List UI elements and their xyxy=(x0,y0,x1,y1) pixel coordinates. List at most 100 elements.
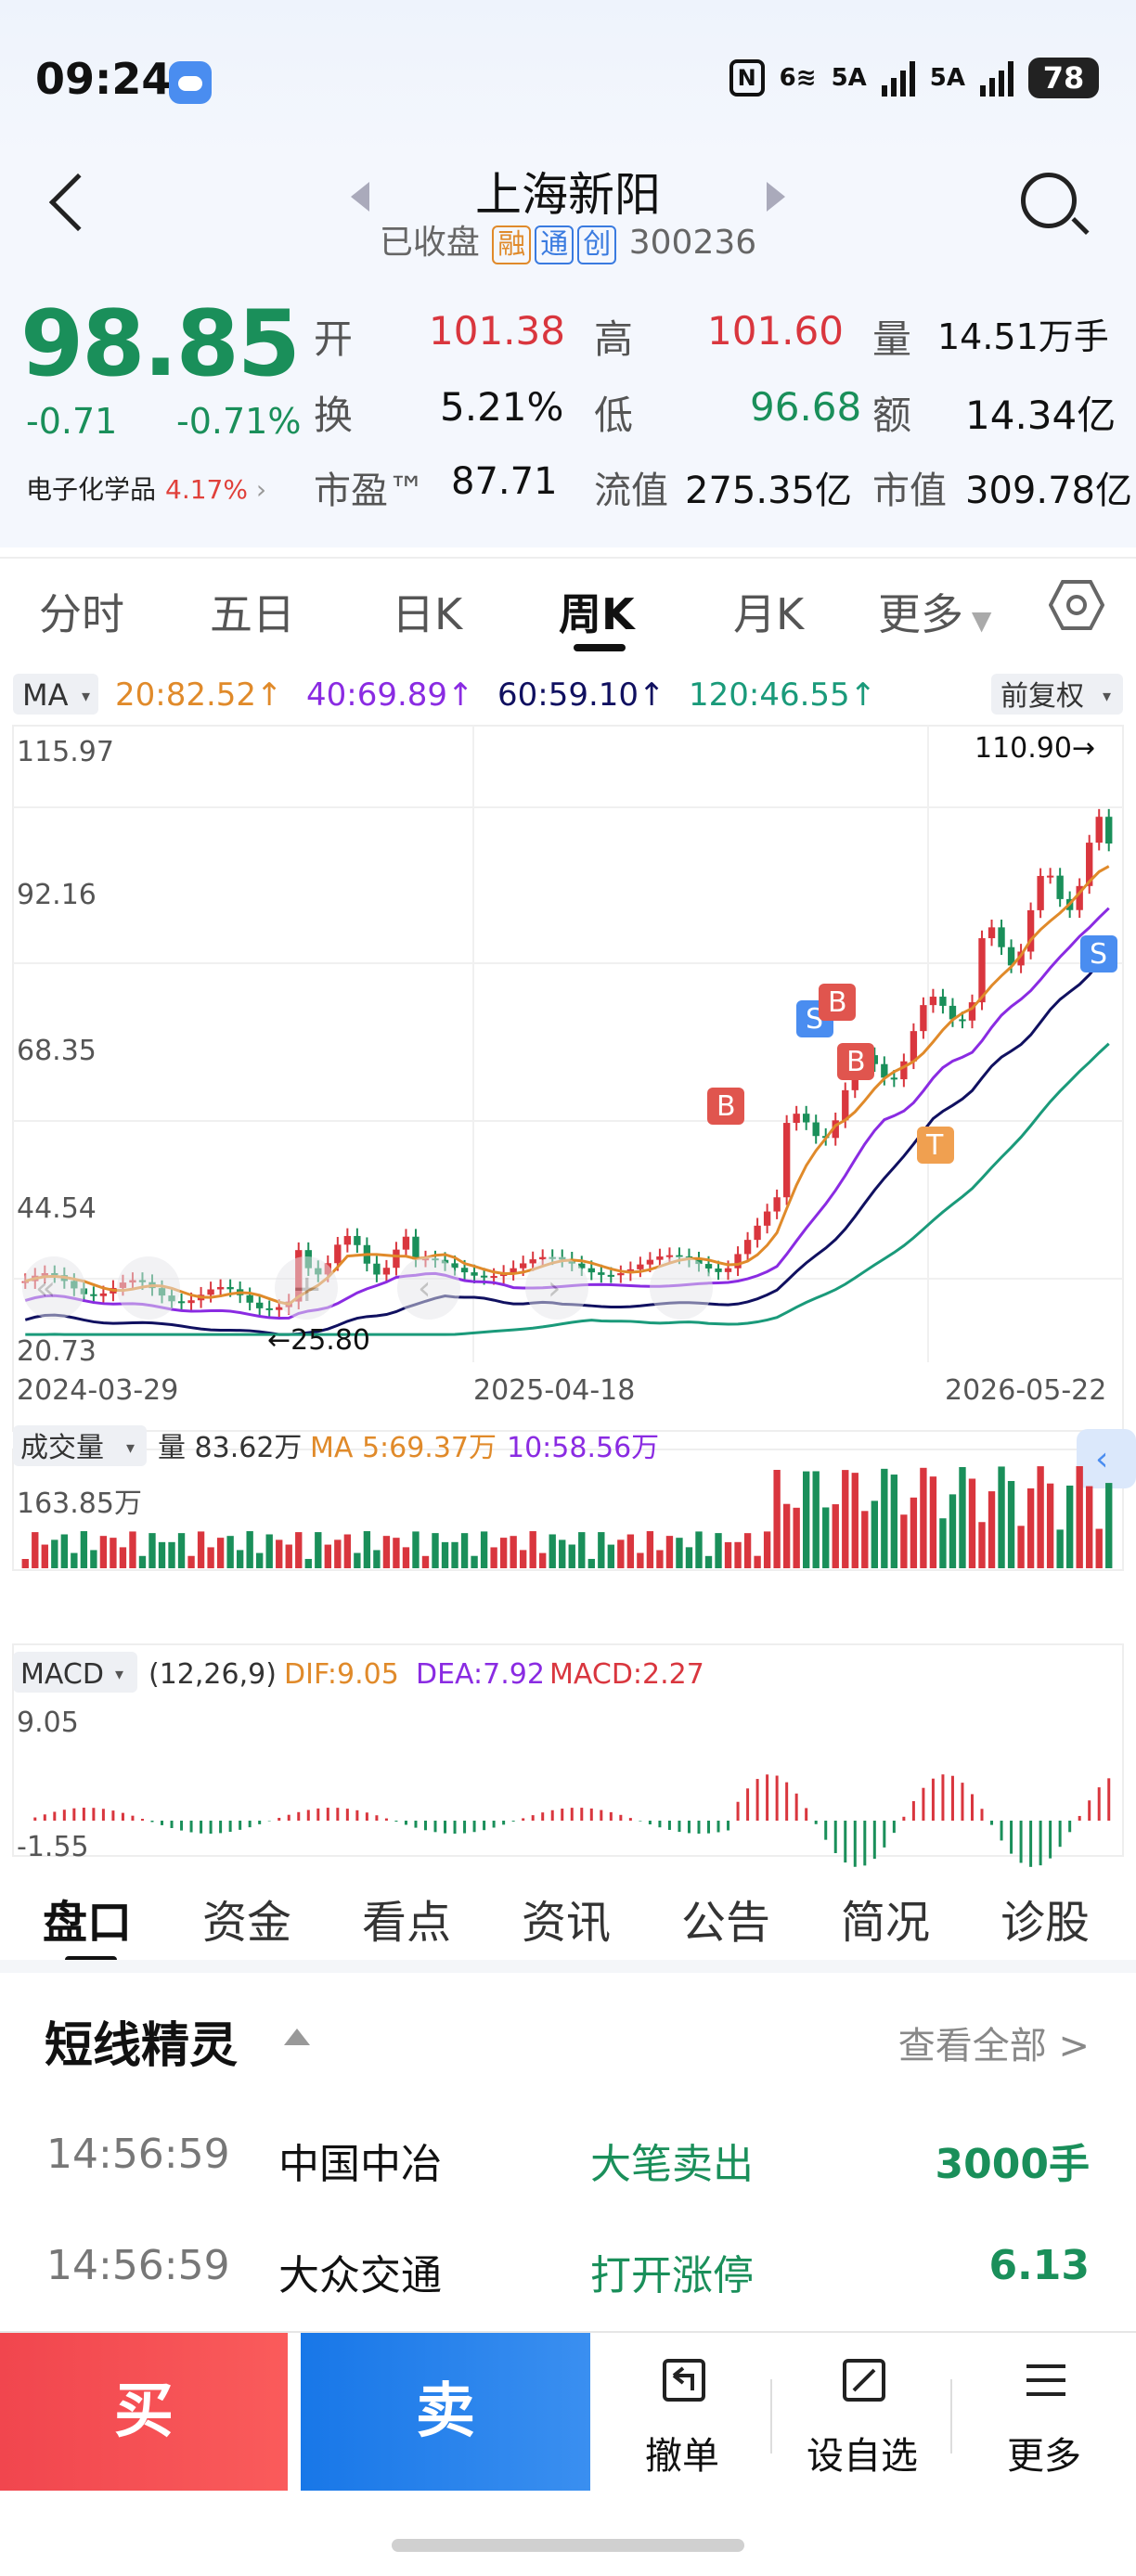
tab-weekly-k[interactable]: 周K xyxy=(559,589,635,639)
kline-chart-area[interactable]: MA ▾ 20:82.52↑ 40:69.89↑ 60:59.10↑ 120:4… xyxy=(0,661,1136,1867)
tab-highlights[interactable]: 看点 xyxy=(362,1897,452,1949)
volume-bar xyxy=(803,1471,810,1568)
macd-bar xyxy=(1029,1821,1033,1867)
x-tick-3: 2026-05-22 xyxy=(945,1374,1106,1407)
sell-button[interactable]: 卖 xyxy=(301,2333,590,2491)
volume-bar xyxy=(676,1538,683,1568)
macd-bar xyxy=(775,1775,779,1821)
volume-bar xyxy=(559,1539,566,1568)
ma-selector[interactable] xyxy=(13,674,98,715)
macd-bar xyxy=(863,1821,867,1866)
volume-bar xyxy=(568,1544,575,1568)
candle-body xyxy=(646,1259,654,1265)
kline-chart-svg[interactable]: MA ▾ 20:82.52↑ 40:69.89↑ 60:59.10↑ 120:4… xyxy=(0,661,1136,1867)
signal-marker-t1[interactable]: T xyxy=(917,1127,954,1164)
connect-tag: 通 xyxy=(535,225,574,264)
macd-bar xyxy=(727,1821,730,1831)
candle-body xyxy=(724,1268,732,1272)
volume-bar xyxy=(626,1534,635,1568)
macd-bar xyxy=(531,1815,535,1821)
macd-bar xyxy=(814,1821,818,1824)
candle-body xyxy=(460,1268,469,1273)
signal-marker-b2[interactable]: B xyxy=(819,984,856,1021)
volume-bar xyxy=(32,1532,39,1568)
prev-stock-icon[interactable] xyxy=(351,182,369,212)
tab-intraday[interactable]: 分时 xyxy=(39,589,124,639)
macd-bar xyxy=(200,1821,203,1834)
candle-body xyxy=(216,1286,225,1290)
add-watchlist-button[interactable]: 设自选 xyxy=(774,2333,950,2491)
candle-body xyxy=(910,1031,918,1062)
fullscreen-icon[interactable] xyxy=(650,1256,713,1320)
volume-selector[interactable] xyxy=(13,1425,147,1466)
svg-text:‹: ‹ xyxy=(418,1269,431,1307)
collapse-caret-icon[interactable] xyxy=(284,2029,310,2045)
buy-button[interactable]: 买 xyxy=(0,2333,288,2491)
candle-body xyxy=(656,1256,664,1260)
high-label: 高 xyxy=(594,316,634,362)
tab-handicap[interactable]: 盘口 xyxy=(43,1897,133,1949)
volume-bar xyxy=(490,1547,497,1568)
turnover-value: 5.21% xyxy=(440,384,564,430)
signal-b1-label: B xyxy=(716,1090,736,1123)
macd-bar xyxy=(219,1821,223,1834)
view-all-link[interactable]: 查看全部 > xyxy=(897,2025,1090,2067)
volume-bar xyxy=(41,1544,48,1568)
macd-bar xyxy=(101,1809,105,1821)
adjust-selector[interactable] xyxy=(991,674,1123,715)
scroll-right-icon[interactable] xyxy=(525,1256,588,1320)
volume-bar xyxy=(773,1469,781,1568)
macd-bar xyxy=(1088,1800,1091,1821)
scroll-left-fast-icon[interactable] xyxy=(22,1256,85,1320)
tab-profile[interactable]: 简况 xyxy=(841,1897,931,1949)
settings-hexagon-icon[interactable] xyxy=(1049,579,1104,631)
tab-five-day[interactable]: 五日 xyxy=(210,589,295,639)
spirit-row[interactable]: 14:56:59 中国中冶 大笔卖出 3000手 xyxy=(0,2106,1136,2209)
spirit-row[interactable]: 14:56:59 大众交通 打开涨停 6.13 xyxy=(0,2218,1136,2320)
macd-bar xyxy=(766,1774,769,1821)
candle-body xyxy=(1007,947,1015,966)
zoom-out-icon[interactable] xyxy=(117,1256,180,1320)
volume-bar xyxy=(832,1504,839,1568)
tab-diagnosis[interactable]: 诊股 xyxy=(1000,1897,1091,1949)
candle-body xyxy=(382,1268,391,1275)
tab-news[interactable]: 资讯 xyxy=(522,1897,612,1949)
candle-body xyxy=(949,1005,957,1020)
volume-bar xyxy=(968,1478,976,1568)
candle-body xyxy=(812,1122,820,1137)
tab-daily-k[interactable]: 日K xyxy=(392,589,463,639)
margin-tag: 融 xyxy=(492,225,532,264)
signal-marker-b1[interactable]: B xyxy=(707,1088,744,1125)
signal-marker-b3[interactable]: B xyxy=(837,1043,874,1080)
tab-funds[interactable]: 资金 xyxy=(202,1897,292,1949)
scroll-left-icon[interactable] xyxy=(397,1256,460,1320)
candle-body xyxy=(226,1286,234,1290)
spirit-value: 6.13 xyxy=(988,2242,1090,2289)
macd-bar xyxy=(697,1821,701,1834)
macd-bar xyxy=(716,1821,720,1833)
vol-label: 量 xyxy=(872,316,912,362)
tab-announcements[interactable]: 公告 xyxy=(681,1897,771,1949)
spirit-stock: 中国中冶 xyxy=(278,2141,442,2188)
search-icon[interactable] xyxy=(1021,173,1077,228)
cancel-order-button[interactable]: 撤单 xyxy=(594,2333,770,2491)
tab-more[interactable]: 更多 ▼ xyxy=(878,581,991,642)
volume-bar xyxy=(617,1539,625,1568)
macd-bar xyxy=(833,1821,837,1854)
macd-bar xyxy=(433,1821,437,1833)
volume-ma5-legend: MA 5:69.37万 xyxy=(310,1432,497,1464)
tab-monthly-k[interactable]: 月K xyxy=(733,589,805,639)
macd-bar xyxy=(453,1821,457,1834)
sector-link[interactable]: 电子化学品 4.17% › xyxy=(26,474,267,505)
collapse-panel-icon[interactable] xyxy=(1077,1429,1136,1488)
candle-body xyxy=(1105,817,1113,844)
macd-selector[interactable] xyxy=(13,1652,137,1693)
ma20-legend: 20:82.52↑ xyxy=(115,676,283,714)
volume-bar xyxy=(793,1507,800,1568)
signal-marker-s2[interactable]: S xyxy=(1080,935,1117,972)
macd-bar xyxy=(961,1783,964,1821)
candle-body xyxy=(988,927,996,939)
more-button[interactable]: 更多 xyxy=(956,2333,1132,2491)
next-stock-icon[interactable] xyxy=(767,182,785,212)
zoom-in-icon[interactable] xyxy=(275,1256,338,1320)
